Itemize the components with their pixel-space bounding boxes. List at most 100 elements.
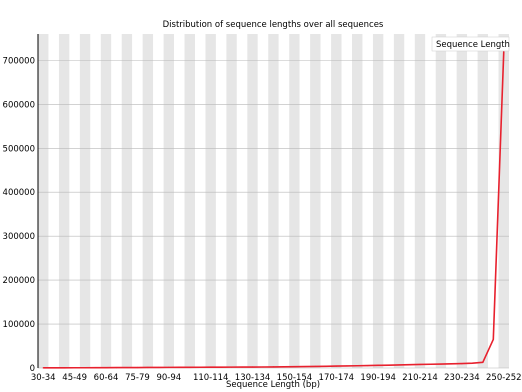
x-tick-label: 45-49	[62, 373, 87, 383]
data-point	[42, 367, 44, 369]
background-band	[404, 34, 415, 368]
data-point	[210, 366, 212, 368]
background-band	[456, 34, 468, 368]
x-axis-label: Sequence Length (bp)	[226, 380, 320, 390]
background-band	[111, 34, 122, 368]
data-point	[461, 363, 463, 365]
background-band	[414, 34, 426, 368]
y-tick-label: 300000	[3, 232, 35, 242]
data-point	[325, 365, 327, 367]
y-tick-label: 600000	[3, 100, 35, 110]
data-point	[189, 366, 191, 368]
background-band	[341, 34, 352, 368]
y-tick-label: 0	[30, 364, 35, 374]
background-band	[372, 34, 384, 368]
x-tick-label: 30-34	[31, 373, 56, 383]
background-band	[362, 34, 373, 368]
data-point	[231, 366, 233, 368]
legend-box	[431, 36, 510, 52]
background-band	[289, 34, 300, 368]
x-tick-label: 75-79	[125, 373, 150, 383]
data-point	[251, 366, 254, 368]
background-band	[236, 34, 248, 368]
background-band	[163, 34, 175, 368]
background-band	[446, 34, 457, 368]
background-band	[58, 34, 70, 368]
data-point	[419, 363, 421, 366]
background-band	[393, 34, 405, 368]
data-point	[450, 363, 453, 365]
background-band	[142, 34, 154, 368]
data-point	[293, 366, 296, 368]
data-point	[335, 365, 337, 367]
data-point	[388, 364, 390, 366]
x-tick-label: 190-194	[360, 373, 396, 383]
data-point	[115, 367, 118, 369]
legend-label: Sequence Length	[436, 40, 510, 50]
background-bands	[38, 34, 509, 368]
background-band	[299, 34, 311, 368]
background-band	[310, 34, 321, 368]
background-band	[38, 34, 49, 368]
data-point	[482, 361, 484, 363]
data-point	[63, 367, 65, 369]
gridlines	[38, 60, 509, 369]
data-point	[503, 50, 505, 53]
data-point	[199, 366, 201, 368]
y-tick-label: 700000	[3, 56, 35, 66]
background-band	[100, 34, 112, 368]
background-band	[90, 34, 101, 368]
background-band	[320, 34, 332, 368]
data-point	[272, 366, 275, 368]
background-band	[498, 34, 509, 368]
data-point	[440, 363, 442, 365]
background-band	[425, 34, 436, 368]
background-band	[121, 34, 133, 368]
x-tick-label: 250-252	[486, 373, 522, 383]
data-point	[398, 364, 400, 366]
data-point	[178, 366, 180, 368]
background-band	[331, 34, 342, 368]
background-band	[352, 34, 363, 368]
background-band	[477, 34, 489, 368]
background-band	[488, 34, 499, 368]
data-point	[492, 338, 494, 341]
x-tick-label: 60-64	[94, 373, 119, 383]
data-point	[262, 366, 264, 368]
background-band	[383, 34, 394, 368]
x-tick-label: 90-94	[156, 373, 181, 383]
data-point	[356, 365, 358, 367]
background-band	[215, 34, 227, 368]
background-band	[257, 34, 269, 368]
data-point	[346, 365, 348, 367]
data-point	[314, 365, 316, 368]
data-point	[136, 366, 139, 369]
background-band	[435, 34, 447, 368]
chart-title: Distribution of sequence lengths over al…	[163, 20, 384, 30]
x-tick-label: 130-134	[235, 373, 271, 383]
data-point	[283, 366, 285, 368]
data-point	[168, 366, 170, 368]
background-band	[467, 34, 478, 368]
data-point	[74, 367, 76, 369]
y-axis-ticks: 0 100000 200000 300000 400000 500000 600000 700…	[3, 56, 35, 374]
background-band	[195, 34, 206, 368]
data-point	[157, 366, 159, 369]
background-band	[268, 34, 279, 368]
y-tick-label: 400000	[3, 188, 35, 198]
data-point	[147, 366, 149, 369]
series-group	[42, 50, 505, 369]
background-band	[247, 34, 258, 368]
background-band	[278, 34, 290, 368]
y-tick-label: 100000	[3, 320, 35, 330]
background-band	[79, 34, 91, 368]
background-band	[69, 34, 80, 368]
x-tick-label: 230-234	[444, 373, 480, 383]
data-point	[105, 367, 107, 369]
x-tick-label: 210-214	[402, 373, 438, 383]
data-point	[53, 367, 55, 369]
data-point	[408, 364, 411, 366]
background-band	[174, 34, 185, 368]
legend: Sequence Length	[431, 36, 510, 52]
